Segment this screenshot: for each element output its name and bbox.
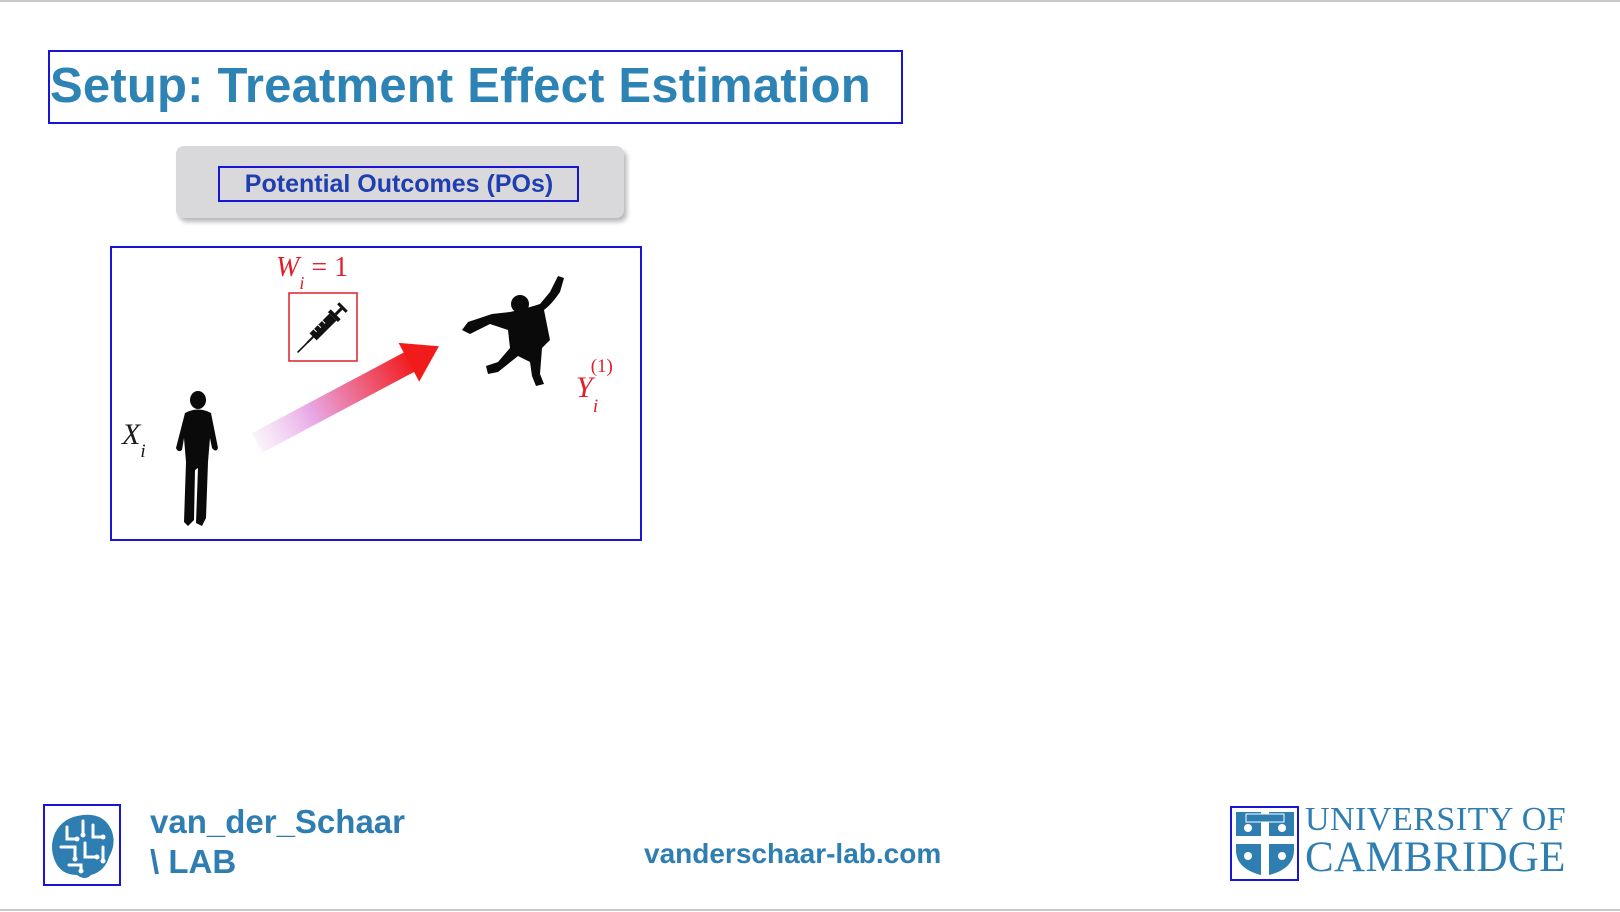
covariate-label: Xi bbox=[122, 418, 146, 462]
lab-name-line1: van_der_Schaar bbox=[150, 803, 405, 840]
outcome-label: Y(1)i bbox=[576, 356, 613, 417]
cambridge-crest-box bbox=[1230, 806, 1299, 881]
lab-logo bbox=[43, 804, 121, 886]
section-pill bbox=[176, 146, 624, 218]
figure-graphics bbox=[176, 276, 564, 526]
jumping-person-icon bbox=[462, 276, 564, 386]
university-wordmark: UNIVERSITY OF CAMBRIDGE bbox=[1305, 801, 1567, 881]
university-line2: CAMBRIDGE bbox=[1305, 834, 1566, 881]
brain-circuit-icon bbox=[52, 814, 114, 878]
cambridge-crest-icon bbox=[1236, 812, 1294, 876]
lab-website: vanderschaar-lab.com bbox=[644, 838, 942, 869]
potential-outcomes-figure: Wi = 1 Xi Y(1)i bbox=[110, 246, 642, 541]
treatment-box bbox=[288, 292, 358, 362]
top-divider bbox=[0, 0, 1620, 2]
bottom-divider bbox=[0, 909, 1620, 911]
standing-person-icon bbox=[176, 391, 218, 526]
treatment-arrow bbox=[251, 342, 439, 453]
treatment-label: Wi = 1 bbox=[276, 252, 349, 293]
section-label-highlight-box bbox=[218, 166, 579, 202]
syringe-icon bbox=[296, 302, 348, 354]
slide-title: Setup: Treatment Effect Estimation bbox=[50, 59, 871, 113]
title-highlight-box bbox=[48, 50, 903, 124]
lab-name-line2: \ LAB bbox=[150, 843, 237, 880]
lab-name: van_der_Schaar \ LAB bbox=[150, 802, 405, 882]
section-label: Potential Outcomes (POs) bbox=[244, 169, 554, 198]
university-line1: UNIVERSITY OF bbox=[1305, 801, 1567, 838]
